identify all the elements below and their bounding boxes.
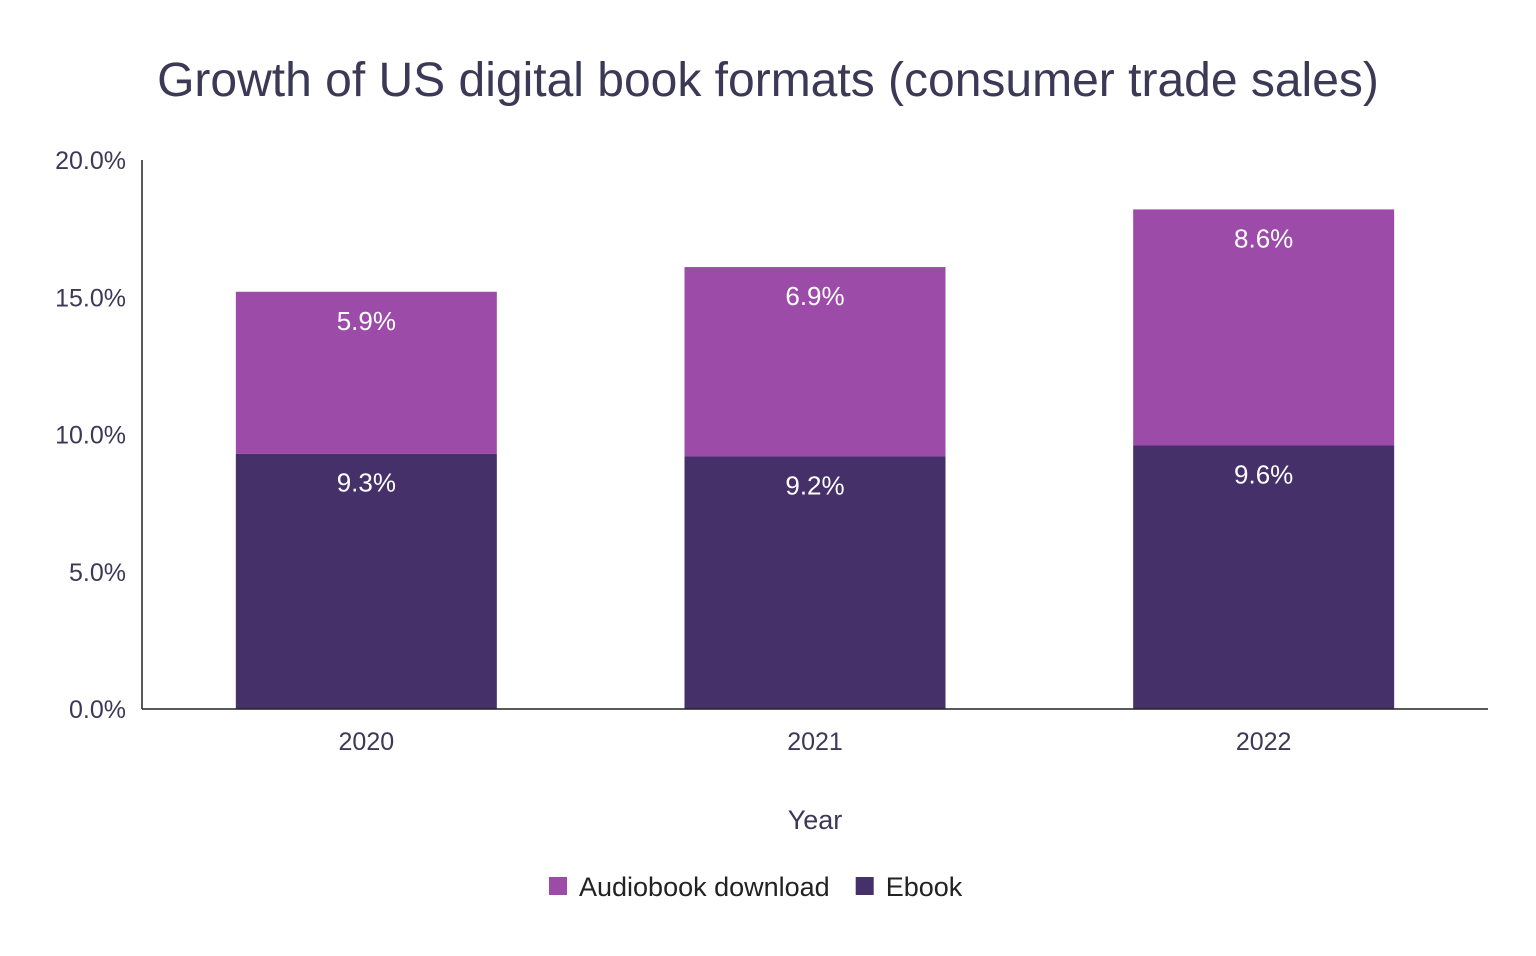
data-label: 6.9% [785, 281, 844, 311]
data-label: 5.9% [337, 306, 396, 336]
y-tick-label: 0.0% [69, 696, 126, 724]
y-tick-label: 20.0% [55, 147, 126, 175]
y-tick-label: 5.0% [69, 559, 126, 587]
legend-label: Audiobook download [579, 872, 830, 902]
bar-ebook-2021 [684, 456, 946, 709]
x-tick-label: 2022 [1236, 728, 1292, 756]
y-tick-label: 15.0% [55, 284, 126, 312]
bar-ebook-2020 [235, 453, 497, 709]
legend-swatch [855, 877, 874, 895]
chart-title: Growth of US digital book formats (consu… [157, 54, 1379, 107]
data-label: 9.2% [785, 470, 844, 500]
legend-swatch [549, 877, 567, 895]
data-label: 8.6% [1234, 223, 1293, 253]
x-axis-title: Year [788, 805, 843, 835]
data-label: 9.6% [1234, 459, 1293, 489]
legend-label: Ebook [886, 872, 963, 902]
y-tick-label: 10.0% [55, 422, 126, 450]
bar-audiobook-download-2020 [235, 291, 497, 454]
bar-audiobook-download-2021 [684, 267, 946, 457]
x-tick-label: 2021 [787, 728, 843, 756]
x-tick-label: 2020 [339, 728, 395, 756]
bar-audiobook-download-2022 [1133, 209, 1395, 446]
data-label: 9.3% [337, 468, 396, 498]
legend: Audiobook download Ebook [549, 872, 963, 902]
bar-ebook-2022 [1133, 445, 1395, 709]
